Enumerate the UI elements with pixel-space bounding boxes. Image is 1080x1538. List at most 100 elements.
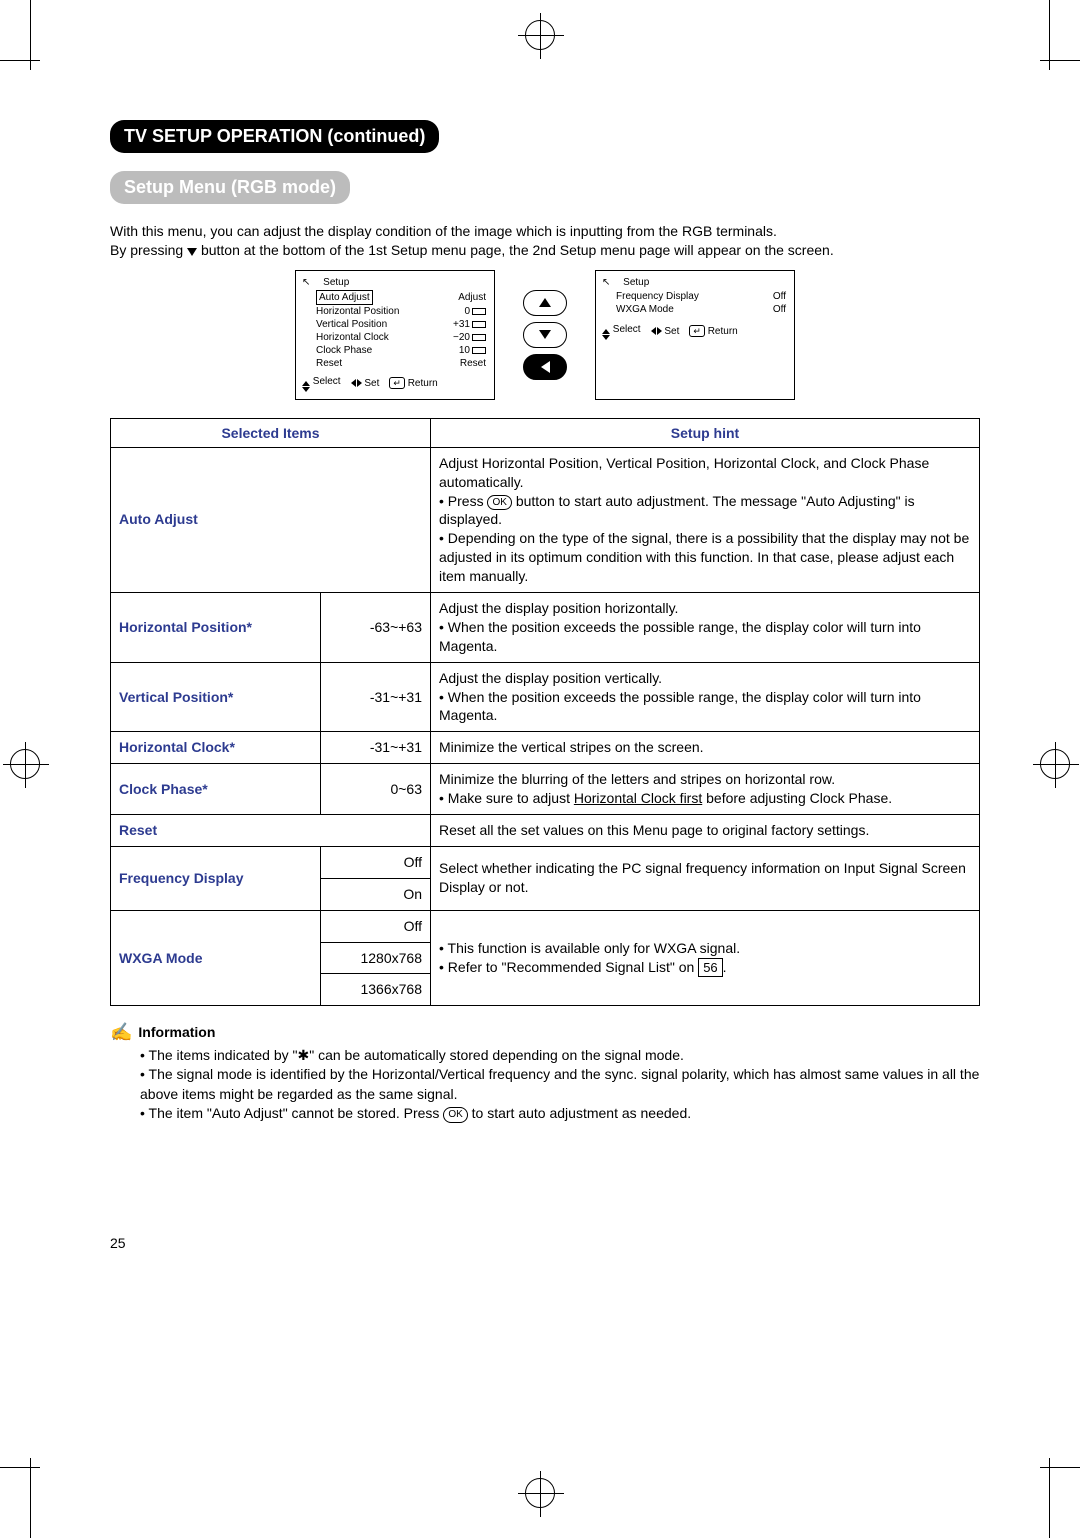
intro-line2-a: By pressing — [110, 242, 183, 258]
table-header-right: Setup hint — [431, 418, 980, 447]
setup-menu-2: ↖ Setup Frequency DisplayOff WXGA ModeOf… — [595, 270, 795, 400]
table-row: Reset Reset all the set values on this M… — [111, 815, 980, 847]
item-hint: Minimize the blurring of the letters and… — [431, 764, 980, 815]
footer-return: Return — [408, 378, 438, 389]
return-key-icon: ↵ — [689, 325, 705, 337]
remote-buttons — [515, 290, 575, 380]
table-row: WXGA Mode Off • This function is availab… — [111, 910, 980, 942]
item-option: Off — [321, 846, 431, 878]
subsection-title: Setup Menu (RGB mode) — [110, 171, 350, 204]
item-name: Horizontal Position* — [111, 593, 321, 663]
item-option: 1366x768 — [321, 974, 431, 1006]
page-number: 25 — [110, 1235, 126, 1251]
hint-text: Press — [448, 493, 484, 509]
slider-bar-icon — [472, 347, 486, 354]
table-row: Vertical Position* -31~+31 Adjust the di… — [111, 662, 980, 732]
intro-text: With this menu, you can adjust the displ… — [110, 222, 980, 260]
menu1-item-label: Reset — [316, 357, 342, 370]
menu1-item-value: −20 — [453, 331, 470, 344]
item-option: 1280x768 — [321, 942, 431, 974]
item-hint: Adjust the display position vertically. … — [431, 662, 980, 732]
footer-set: Set — [664, 326, 679, 337]
registration-mark — [525, 20, 555, 50]
remote-left-button — [523, 354, 567, 380]
registration-mark — [10, 749, 40, 779]
information-block: ✍ Information The items indicated by "✱"… — [110, 1020, 980, 1124]
menu1-item-label: Clock Phase — [316, 344, 372, 357]
menu1-item-value: 0 — [464, 305, 470, 318]
leftright-icon — [351, 379, 362, 387]
menu1-item-value: Adjust — [458, 290, 486, 305]
slider-bar-icon — [472, 321, 486, 328]
menu1-item-value: Reset — [460, 357, 486, 370]
menu1-item-label: Horizontal Position — [316, 305, 399, 318]
menu2-item-label: WXGA Mode — [616, 303, 674, 316]
item-hint: Select whether indicating the PC signal … — [431, 846, 980, 910]
menu1-item-label: Horizontal Clock — [316, 331, 389, 344]
cursor-icon: ↖ — [302, 277, 310, 288]
item-name: Reset — [111, 815, 431, 847]
menu1-item-value: +31 — [453, 318, 470, 331]
item-hint: Reset all the set values on this Menu pa… — [431, 815, 980, 847]
info-text: to start auto adjustment as needed. — [468, 1105, 691, 1121]
information-title: Information — [138, 1023, 215, 1043]
item-range: -31~+31 — [321, 662, 431, 732]
remote-down-button — [523, 322, 567, 348]
registration-mark — [525, 1478, 555, 1508]
hint-text: This function is available only for WXGA… — [448, 940, 741, 956]
return-key-icon: ↵ — [389, 377, 405, 389]
hint-text: before adjusting Clock Phase. — [702, 790, 892, 806]
item-name: Frequency Display — [111, 846, 321, 910]
menu-screenshots: ↖ Setup Auto AdjustAdjust Horizontal Pos… — [110, 270, 980, 400]
hint-text: Adjust Horizontal Position, Vertical Pos… — [439, 455, 929, 490]
hint-text: Depending on the type of the signal, the… — [439, 530, 969, 584]
ok-button-icon: OK — [487, 495, 511, 511]
hint-text: Minimize the blurring of the letters and… — [439, 771, 835, 787]
cursor-icon: ↖ — [602, 277, 610, 288]
info-bullet: The items indicated by "✱" can be automa… — [140, 1046, 980, 1066]
info-bullet: The item "Auto Adjust" cannot be stored.… — [140, 1104, 980, 1124]
intro-line1: With this menu, you can adjust the displ… — [110, 223, 777, 239]
updown-icon — [302, 381, 310, 392]
down-arrow-icon — [187, 248, 197, 256]
item-hint: • This function is available only for WX… — [431, 910, 980, 1006]
setup-menu-1: ↖ Setup Auto AdjustAdjust Horizontal Pos… — [295, 270, 495, 400]
table-row: Horizontal Position* -63~+63 Adjust the … — [111, 593, 980, 663]
footer-select: Select — [313, 376, 341, 387]
footer-return: Return — [708, 326, 738, 337]
leftright-icon — [651, 327, 662, 335]
table-row: Frequency Display Off Select whether ind… — [111, 846, 980, 878]
item-range: 0~63 — [321, 764, 431, 815]
menu2-item-value: Off — [773, 303, 786, 316]
item-name: Vertical Position* — [111, 662, 321, 732]
table-row: Auto Adjust Adjust Horizontal Position, … — [111, 447, 980, 592]
hand-writing-icon: ✍ — [110, 1020, 132, 1045]
slider-bar-icon — [472, 334, 486, 341]
item-name: Clock Phase* — [111, 764, 321, 815]
footer-select: Select — [613, 324, 641, 335]
hint-text: . — [723, 959, 727, 975]
item-option: On — [321, 878, 431, 910]
menu2-title: Setup — [623, 277, 649, 288]
slider-bar-icon — [472, 308, 486, 315]
section-title: TV SETUP OPERATION (continued) — [110, 120, 439, 153]
hint-text: When the position exceeds the possible r… — [439, 689, 921, 724]
hint-text: When the position exceeds the possible r… — [439, 619, 921, 654]
footer-set: Set — [364, 378, 379, 389]
intro-line2-b: button at the bottom of the 1st Setup me… — [201, 242, 834, 258]
info-bullet: The signal mode is identified by the Hor… — [140, 1065, 980, 1104]
hint-text: Refer to "Recommended Signal List" on — [448, 959, 698, 975]
ok-button-icon: OK — [443, 1107, 467, 1123]
menu1-title: Setup — [323, 277, 349, 288]
registration-mark — [1040, 749, 1070, 779]
page-reference: 56 — [698, 958, 722, 978]
menu1-item-label: Vertical Position — [316, 318, 387, 331]
settings-table: Selected Items Setup hint Auto Adjust Ad… — [110, 418, 980, 1007]
page-content: TV SETUP OPERATION (continued) Setup Men… — [110, 120, 980, 1124]
hint-text-underlined: Horizontal Clock first — [574, 790, 702, 806]
table-row: Clock Phase* 0~63 Minimize the blurring … — [111, 764, 980, 815]
hint-text: Adjust the display position horizontally… — [439, 600, 678, 616]
hint-text: Make sure to adjust — [448, 790, 574, 806]
item-name: Auto Adjust — [111, 447, 431, 592]
menu1-item-value: 10 — [459, 344, 470, 357]
